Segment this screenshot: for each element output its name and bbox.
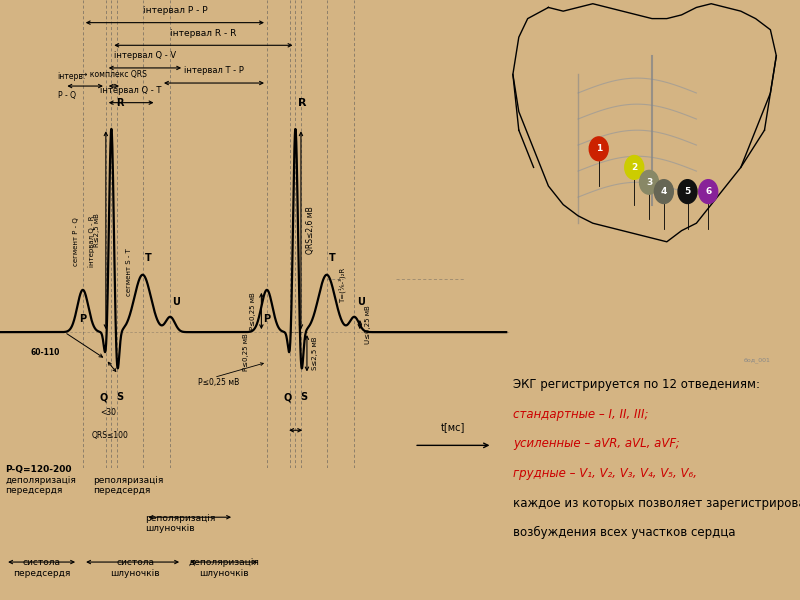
Text: 6: 6 bbox=[705, 187, 711, 196]
Text: P≤0,25 мВ: P≤0,25 мВ bbox=[250, 292, 256, 330]
Text: стандартные – I, II, III;: стандартные – I, II, III; bbox=[513, 407, 648, 421]
Text: U≤0,25 мВ: U≤0,25 мВ bbox=[366, 305, 371, 344]
Text: T=(¹⁄₆-³)₂R: T=(¹⁄₆-³)₂R bbox=[338, 268, 346, 304]
Text: t[мс]: t[мс] bbox=[441, 422, 466, 432]
Text: систола
шлуночків: систола шлуночків bbox=[110, 559, 160, 578]
Text: інтерв.: інтерв. bbox=[58, 71, 86, 80]
Text: возбуждения всех участков сердца: возбуждения всех участков сердца bbox=[513, 526, 735, 539]
Text: <30: <30 bbox=[100, 408, 116, 417]
Circle shape bbox=[678, 179, 697, 203]
Text: інтервал Q - V: інтервал Q - V bbox=[114, 52, 176, 61]
Text: R: R bbox=[298, 98, 306, 107]
Text: інтервал T - P: інтервал T - P bbox=[184, 67, 244, 76]
Text: Q: Q bbox=[99, 392, 108, 402]
Text: інтервал Q - R: інтервал Q - R bbox=[89, 216, 95, 267]
Text: 1: 1 bbox=[595, 144, 602, 153]
Text: інтервал P - P: інтервал P - P bbox=[142, 6, 207, 15]
Text: деполяризація
передсердя: деполяризація передсердя bbox=[6, 476, 76, 495]
Text: P: P bbox=[79, 314, 86, 323]
Text: 5: 5 bbox=[684, 187, 690, 196]
Text: QRS≤2,6 мВ: QRS≤2,6 мВ bbox=[306, 206, 315, 254]
Text: S: S bbox=[116, 392, 123, 402]
Text: систола
передсердя: систола передсердя bbox=[13, 559, 70, 578]
Text: → комплекс QRS: → комплекс QRS bbox=[81, 70, 147, 79]
Text: 4: 4 bbox=[661, 187, 667, 196]
Text: деполяризація
шлуночків: деполяризація шлуночків bbox=[188, 559, 259, 578]
Circle shape bbox=[698, 179, 718, 203]
Text: Q: Q bbox=[283, 392, 292, 402]
Text: R: R bbox=[116, 98, 123, 107]
Text: каждое из которых позволяет зарегистрировать процесс: каждое из которых позволяет зарегистриро… bbox=[513, 497, 800, 509]
Text: U: U bbox=[173, 297, 181, 307]
Text: S: S bbox=[300, 392, 307, 402]
Circle shape bbox=[625, 155, 644, 179]
Text: P≤0,25 мВ: P≤0,25 мВ bbox=[243, 333, 249, 371]
Text: QRS≤100: QRS≤100 bbox=[92, 431, 129, 440]
Text: P - Q: P - Q bbox=[58, 91, 76, 100]
Text: 60-110: 60-110 bbox=[30, 348, 60, 357]
Text: 2: 2 bbox=[631, 163, 638, 172]
Text: R≤2,5 мВ: R≤2,5 мВ bbox=[94, 213, 100, 247]
Text: P≤0,25 мВ: P≤0,25 мВ bbox=[198, 378, 239, 387]
Text: сегмент S - T: сегмент S - T bbox=[126, 248, 132, 296]
Text: інтервал R - R: інтервал R - R bbox=[170, 29, 237, 38]
Text: бод_001: бод_001 bbox=[743, 357, 770, 362]
Text: інтервал Q - T: інтервал Q - T bbox=[101, 86, 162, 95]
Text: ЭКГ регистрируется по 12 отведениям:: ЭКГ регистрируется по 12 отведениям: bbox=[513, 378, 760, 391]
Text: T: T bbox=[145, 253, 152, 263]
Circle shape bbox=[639, 170, 658, 194]
Circle shape bbox=[590, 137, 608, 161]
Text: 3: 3 bbox=[646, 178, 652, 187]
Circle shape bbox=[654, 179, 674, 203]
Text: T: T bbox=[329, 253, 336, 263]
Text: реполяризація
передсердя: реполяризація передсердя bbox=[94, 476, 164, 495]
Text: S≤2,5 мВ: S≤2,5 мВ bbox=[313, 337, 318, 370]
Text: грудные – V₁, V₂, V₃, V₄, V₅, V₆,: грудные – V₁, V₂, V₃, V₄, V₅, V₆, bbox=[513, 467, 697, 480]
Text: сегмент P - Q: сегмент P - Q bbox=[73, 217, 79, 266]
Text: U: U bbox=[357, 297, 365, 307]
Text: P-Q=120-200: P-Q=120-200 bbox=[6, 466, 72, 475]
Text: усиленные – aVR, aVL, aVF;: усиленные – aVR, aVL, aVF; bbox=[513, 437, 680, 450]
Text: P: P bbox=[263, 314, 270, 323]
Text: реполяризація
шлуночків: реполяризація шлуночків bbox=[146, 514, 216, 533]
